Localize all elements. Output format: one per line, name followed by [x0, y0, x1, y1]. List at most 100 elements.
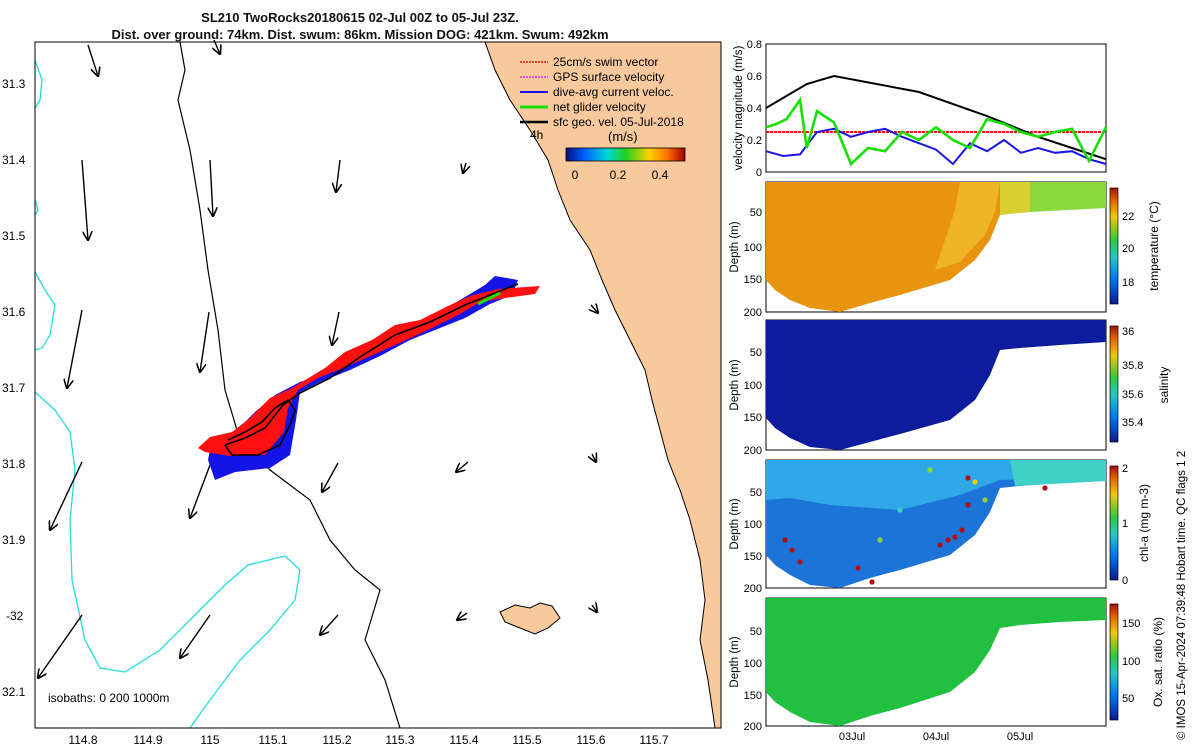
map-y-tick: -32	[6, 609, 24, 623]
map-x-axis: 114.8 114.9 115 115.1 115.2 115.3 115.4 …	[68, 733, 668, 747]
geo-arrow	[200, 311, 210, 372]
chl-point	[965, 475, 971, 481]
chlorophyll-colorbar-tick: 2	[1122, 463, 1128, 475]
map-x-tick: 115	[200, 733, 219, 747]
depth-tick: 100	[744, 380, 762, 392]
depth-tick: 200	[744, 307, 762, 319]
legend-label-current: dive-avg current veloc.	[553, 85, 674, 99]
title-line-2: Dist. over ground: 74km. Dist. swum: 86k…	[111, 27, 609, 42]
legend-label-geo: sfc geo. vel. 05-Jul-2018	[553, 115, 684, 129]
depth-tick: 50	[750, 347, 762, 359]
map-y-tick: 31.3	[2, 77, 26, 91]
depth-tick: 200	[744, 721, 762, 733]
chlorophyll-y-axis: 50 100 150 200	[744, 487, 762, 595]
map-panel: 114.8 114.9 115 115.1 115.2 115.3 115.4 …	[2, 39, 722, 747]
geo-arrow	[50, 461, 83, 530]
velocity-series-group	[765, 74, 1108, 167]
temperature-colorbar-label: temperature (°C)	[1147, 201, 1161, 291]
salinity-y-axis: 50 100 150 200	[744, 347, 762, 457]
chlorophyll-colorbar-tick: 1	[1122, 518, 1128, 530]
map-legend: 25cm/s swim vector GPS surface velocity …	[520, 55, 686, 182]
map-y-tick: 31.4	[2, 153, 26, 167]
velocity-y-tick: 0.6	[747, 71, 762, 83]
oxygen-colorbar-tick: 150	[1122, 618, 1140, 630]
salinity-colorbar-tick: 35.4	[1122, 417, 1143, 429]
figure-title: SL210 TwoRocks20180615 02-Jul 00Z to 05-…	[0, 9, 720, 43]
chl-point	[869, 579, 875, 585]
depth-tick: 150	[744, 412, 762, 424]
title-line-1: SL210 TwoRocks20180615 02-Jul 00Z to 05-…	[201, 10, 519, 25]
map-y-axis: 31.3 31.4 31.5 31.6 31.7 31.8 31.9 -32 3…	[2, 77, 26, 699]
chl-point	[897, 507, 903, 513]
velocity-y-tick: 0	[756, 167, 762, 179]
salinity-colorbar-tick: 35.6	[1122, 389, 1143, 401]
geo-arrow	[463, 162, 466, 173]
velocity-series-net-glider-velocity	[765, 96, 1108, 167]
temperature-green-edge	[1020, 182, 1106, 212]
depth-tick: 50	[750, 626, 762, 638]
velocity-y-tick: 0.8	[747, 39, 762, 51]
map-y-tick: 31.7	[2, 381, 26, 395]
geo-arrow	[210, 159, 213, 216]
salinity-section	[766, 320, 1106, 450]
chl-point	[937, 542, 943, 548]
salinity-y-label: Depth (m)	[729, 359, 741, 410]
chl-point	[927, 467, 933, 473]
velocity-y-tick: 0.2	[747, 135, 762, 147]
land-area	[484, 42, 721, 728]
time-tick: 03Jul	[839, 731, 865, 743]
isobath-1000-d	[35, 199, 39, 216]
geo-arrow	[190, 464, 211, 518]
oxygen-y-label: Depth (m)	[729, 636, 741, 687]
chl-point	[782, 537, 788, 543]
temperature-y-axis: 50 100 150 200	[744, 207, 762, 319]
depth-tick: 100	[744, 519, 762, 531]
depth-tick: 200	[744, 445, 762, 457]
geo-arrow	[87, 44, 98, 76]
track-loop	[224, 398, 296, 456]
map-x-tick: 115.3	[385, 733, 414, 747]
velocity-y-label: velocity magnitude (m/s)	[733, 46, 745, 171]
geo-arrow	[457, 613, 468, 620]
salinity-colorbar-label: salinity	[1157, 367, 1171, 404]
depth-tick: 50	[750, 487, 762, 499]
chl-point	[945, 537, 951, 543]
geo-arrow	[591, 305, 598, 313]
depth-tick: 200	[744, 583, 762, 595]
map-frame	[34, 41, 722, 729]
depth-tick: 150	[744, 551, 762, 563]
map-x-tick: 115.7	[639, 733, 668, 747]
time-x-axis: 03Jul 04Jul 05Jul	[839, 731, 1033, 743]
salinity-colorbar-tick: 35.8	[1122, 360, 1143, 372]
oxygen-y-axis: 50 100 150 200	[744, 626, 762, 733]
chl-point	[982, 497, 988, 503]
map-y-tick: 31.5	[2, 229, 26, 243]
geo-arrow	[214, 39, 220, 54]
depth-tick: 150	[744, 274, 762, 286]
velocity-y-tick: 0.4	[747, 103, 762, 115]
oxygen-section	[766, 598, 1106, 726]
chl-point	[1042, 485, 1048, 491]
chlorophyll-high-points	[782, 467, 1048, 585]
geo-arrow	[336, 159, 340, 192]
geo-arrow	[456, 461, 469, 472]
geo-arrow	[332, 311, 340, 345]
depth-tick: 150	[744, 690, 762, 702]
temperature-section	[766, 182, 1106, 312]
salinity-colorbar-tick: 36	[1122, 326, 1134, 338]
temperature-yellow-edge	[1000, 182, 1030, 215]
map-x-tick: 114.9	[133, 733, 162, 747]
chlorophyll-colorbar	[1109, 465, 1119, 581]
isobaths-label: isobaths: 0 200 1000m	[48, 691, 169, 705]
geo-arrow	[592, 605, 597, 612]
map-x-tick: 115.2	[322, 733, 351, 747]
oxygen-colorbar	[1109, 603, 1119, 721]
isobath-1000-a	[35, 271, 56, 351]
salinity-panel: 50 100 150 200 Depth (m) 35.4 35.6 35.8 …	[729, 319, 1171, 457]
chl-point	[797, 559, 803, 565]
track-line	[224, 283, 519, 446]
imos-credit: © IMOS 15-Apr-2024 07:39:48 Hobart time.…	[1176, 451, 1188, 740]
geo-arrow	[320, 614, 339, 635]
time-tick: 04Jul	[923, 731, 949, 743]
oxygen-colorbar-tick: 100	[1122, 656, 1140, 668]
